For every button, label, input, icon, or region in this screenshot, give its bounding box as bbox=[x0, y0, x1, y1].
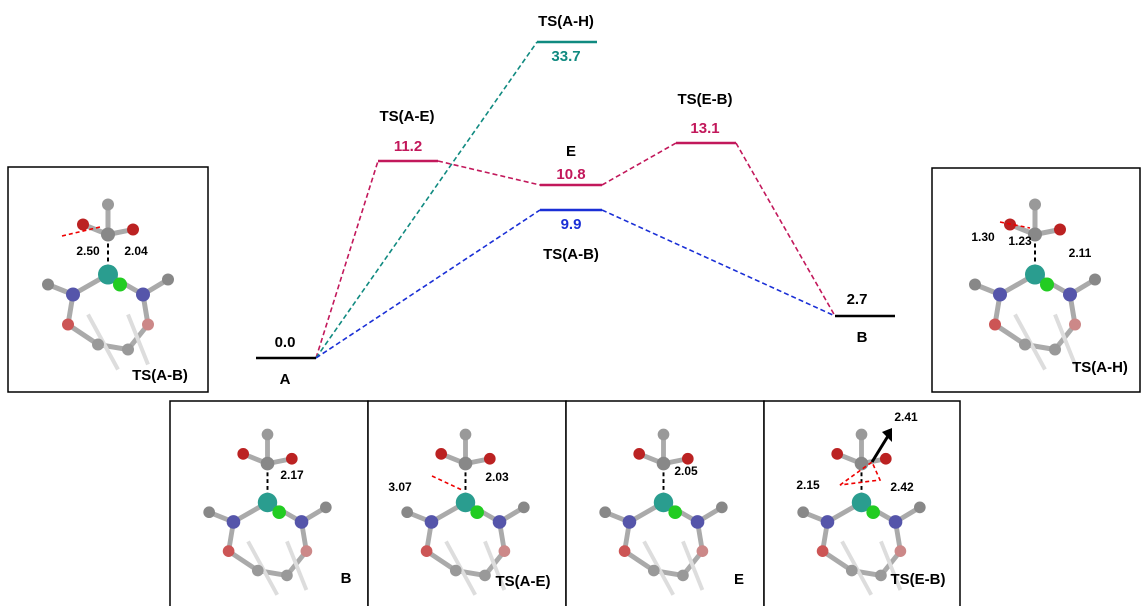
connectors bbox=[316, 42, 835, 358]
energy: 2.7 bbox=[847, 291, 868, 308]
structure-label: TS(A-B) bbox=[132, 367, 188, 384]
level-label: A bbox=[280, 371, 291, 388]
energy: 13.1 bbox=[690, 120, 719, 137]
level-label: TS(E-B) bbox=[678, 91, 733, 108]
distance: 2.42 bbox=[890, 480, 914, 494]
structure-label: TS(A-E) bbox=[496, 573, 551, 590]
distance: 2.04 bbox=[124, 244, 148, 258]
distance: 2.11 bbox=[1069, 246, 1092, 260]
distance: 2.03 bbox=[485, 470, 509, 484]
distance: 1.23 bbox=[1008, 234, 1032, 248]
energy: 33.7 bbox=[551, 48, 580, 65]
level-label: TS(A-B) bbox=[543, 246, 599, 263]
structure-label: TS(A-H) bbox=[1072, 359, 1128, 376]
energy-diagram: 0.0 A TS(A-E) 11.2 TS(A-H) 33.7 E 10.8 9… bbox=[0, 0, 1146, 606]
structure-label: E bbox=[734, 571, 744, 588]
connector bbox=[602, 210, 835, 316]
connector bbox=[736, 143, 835, 316]
structure-label: TS(E-B) bbox=[891, 571, 946, 588]
energy: 0.0 bbox=[275, 334, 296, 351]
connector bbox=[602, 143, 676, 185]
level-label: B bbox=[857, 329, 868, 346]
energy: 10.8 bbox=[556, 166, 585, 183]
distance: 3.07 bbox=[388, 480, 412, 494]
distance: 2.41 bbox=[894, 410, 918, 424]
energy: 11.2 bbox=[394, 138, 422, 155]
distance: 2.05 bbox=[674, 464, 698, 478]
connector bbox=[316, 42, 537, 358]
connector bbox=[438, 161, 540, 185]
connector bbox=[316, 210, 540, 358]
distance: 2.17 bbox=[280, 468, 304, 482]
structure-label: B bbox=[341, 570, 352, 587]
distance: 1.30 bbox=[971, 230, 995, 244]
connector bbox=[316, 161, 378, 358]
level-label: TS(A-E) bbox=[380, 108, 435, 125]
level-label: E bbox=[566, 143, 576, 160]
distance: 2.15 bbox=[796, 478, 820, 492]
energy: 9.9 bbox=[561, 216, 582, 233]
distance: 2.50 bbox=[76, 244, 100, 258]
level-label: TS(A-H) bbox=[538, 13, 594, 30]
